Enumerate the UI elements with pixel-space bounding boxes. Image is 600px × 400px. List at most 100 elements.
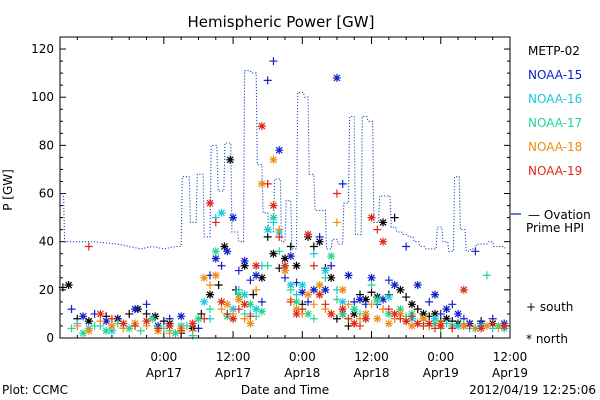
data-point-south bbox=[252, 285, 261, 294]
data-point-north bbox=[246, 300, 255, 309]
x-tick-label-time: 12:00 bbox=[354, 350, 389, 364]
data-point-north bbox=[131, 305, 139, 314]
legend-entry: METP-02 bbox=[528, 44, 580, 58]
data-point-north bbox=[229, 314, 238, 323]
data-point-south bbox=[402, 293, 411, 302]
data-point-north bbox=[315, 237, 324, 246]
data-point-south bbox=[200, 314, 209, 323]
data-point-north bbox=[200, 273, 209, 282]
data-point-south bbox=[356, 321, 364, 330]
data-point-north bbox=[442, 305, 451, 314]
data-point-south bbox=[263, 261, 272, 270]
data-point-north bbox=[96, 309, 105, 318]
data-point-north bbox=[338, 309, 347, 318]
data-point-south bbox=[332, 295, 341, 304]
data-point-south bbox=[482, 271, 491, 280]
legend: METP-02 NOAA-15 NOAA-16 NOAA-17 NOAA-18 NOAA-… bbox=[528, 44, 582, 178]
x-tick-label-time: 12:00 bbox=[493, 350, 528, 364]
data-point-south bbox=[214, 281, 223, 290]
data-point-north bbox=[211, 271, 220, 280]
data-point-north bbox=[361, 295, 370, 304]
data-point-south bbox=[367, 288, 376, 297]
data-point-north bbox=[384, 319, 393, 328]
data-point-north bbox=[234, 295, 243, 304]
data-point-north bbox=[454, 321, 463, 330]
data-point-north bbox=[148, 314, 157, 323]
series-noaa-16 bbox=[73, 208, 509, 340]
data-point-north bbox=[321, 285, 330, 294]
data-point-south bbox=[142, 300, 151, 309]
data-point-north bbox=[407, 321, 416, 330]
data-point-north bbox=[309, 285, 318, 294]
data-point-south bbox=[436, 309, 445, 318]
data-point-north bbox=[327, 273, 336, 282]
data-point-north bbox=[332, 73, 341, 82]
data-point-north bbox=[84, 326, 93, 335]
data-point-north bbox=[292, 297, 301, 306]
data-point-north bbox=[477, 324, 486, 333]
data-point-north bbox=[275, 146, 284, 155]
data-point-north bbox=[384, 309, 393, 318]
chart-title: Hemispheric Power [GW] bbox=[188, 13, 375, 31]
data-point-north bbox=[384, 293, 393, 302]
data-point-south bbox=[67, 305, 76, 314]
x-tick-label-date: Apr17 bbox=[215, 366, 251, 380]
data-point-north bbox=[436, 321, 445, 330]
data-point-south bbox=[384, 305, 393, 314]
data-point-north bbox=[292, 261, 301, 270]
data-point-south bbox=[332, 189, 341, 198]
data-point-south bbox=[206, 305, 214, 314]
legend-entry: NOAA-17 bbox=[528, 116, 582, 130]
data-point-north bbox=[107, 326, 116, 335]
data-point-south bbox=[263, 76, 272, 85]
data-point-north bbox=[107, 321, 116, 330]
y-tick-label: 100 bbox=[31, 90, 54, 104]
data-point-south bbox=[465, 321, 474, 330]
model-legend-line1: — Ovation bbox=[528, 208, 591, 222]
data-point-south bbox=[249, 290, 258, 299]
data-point-south bbox=[107, 314, 116, 323]
data-point-south bbox=[332, 314, 341, 323]
data-point-south bbox=[425, 297, 434, 306]
data-point-south bbox=[188, 326, 197, 335]
data-point-north bbox=[373, 295, 382, 304]
data-point-north bbox=[281, 254, 289, 263]
data-point-north bbox=[361, 314, 370, 323]
data-point-north bbox=[361, 309, 370, 318]
data-point-south bbox=[223, 309, 232, 318]
data-point-north bbox=[171, 329, 180, 338]
data-point-north bbox=[281, 266, 289, 275]
data-point-south bbox=[286, 285, 295, 294]
data-point-north bbox=[304, 230, 313, 239]
x-tick-label-date: Apr18 bbox=[354, 366, 390, 380]
data-point-south bbox=[309, 242, 318, 251]
data-point-north bbox=[64, 281, 73, 290]
x-tick-label-date: Apr19 bbox=[492, 366, 528, 380]
x-tick-label-time: 0:00 bbox=[427, 350, 454, 364]
data-point-south bbox=[84, 242, 93, 251]
data-point-north bbox=[482, 321, 491, 330]
data-point-south bbox=[211, 218, 220, 227]
data-point-south bbox=[246, 312, 255, 321]
data-point-north bbox=[390, 281, 399, 290]
data-point-north bbox=[79, 312, 88, 321]
data-point-south bbox=[286, 297, 295, 306]
data-point-south bbox=[344, 314, 353, 323]
data-point-north bbox=[269, 213, 278, 222]
data-point-north bbox=[263, 225, 272, 234]
data-point-north bbox=[194, 314, 203, 323]
data-point-north bbox=[234, 290, 243, 299]
data-point-north bbox=[257, 307, 266, 316]
legend-entry: NOAA-15 bbox=[528, 68, 582, 82]
data-point-south bbox=[407, 312, 416, 321]
data-point-north bbox=[407, 300, 416, 309]
data-point-south bbox=[96, 317, 105, 326]
y-tick-label: 60 bbox=[39, 187, 54, 201]
north-marker-legend: * north bbox=[526, 332, 568, 346]
data-point-south bbox=[309, 261, 318, 270]
data-point-north bbox=[252, 261, 261, 270]
data-point-south bbox=[131, 321, 139, 330]
data-point-north bbox=[327, 309, 336, 318]
data-point-north bbox=[286, 252, 295, 261]
